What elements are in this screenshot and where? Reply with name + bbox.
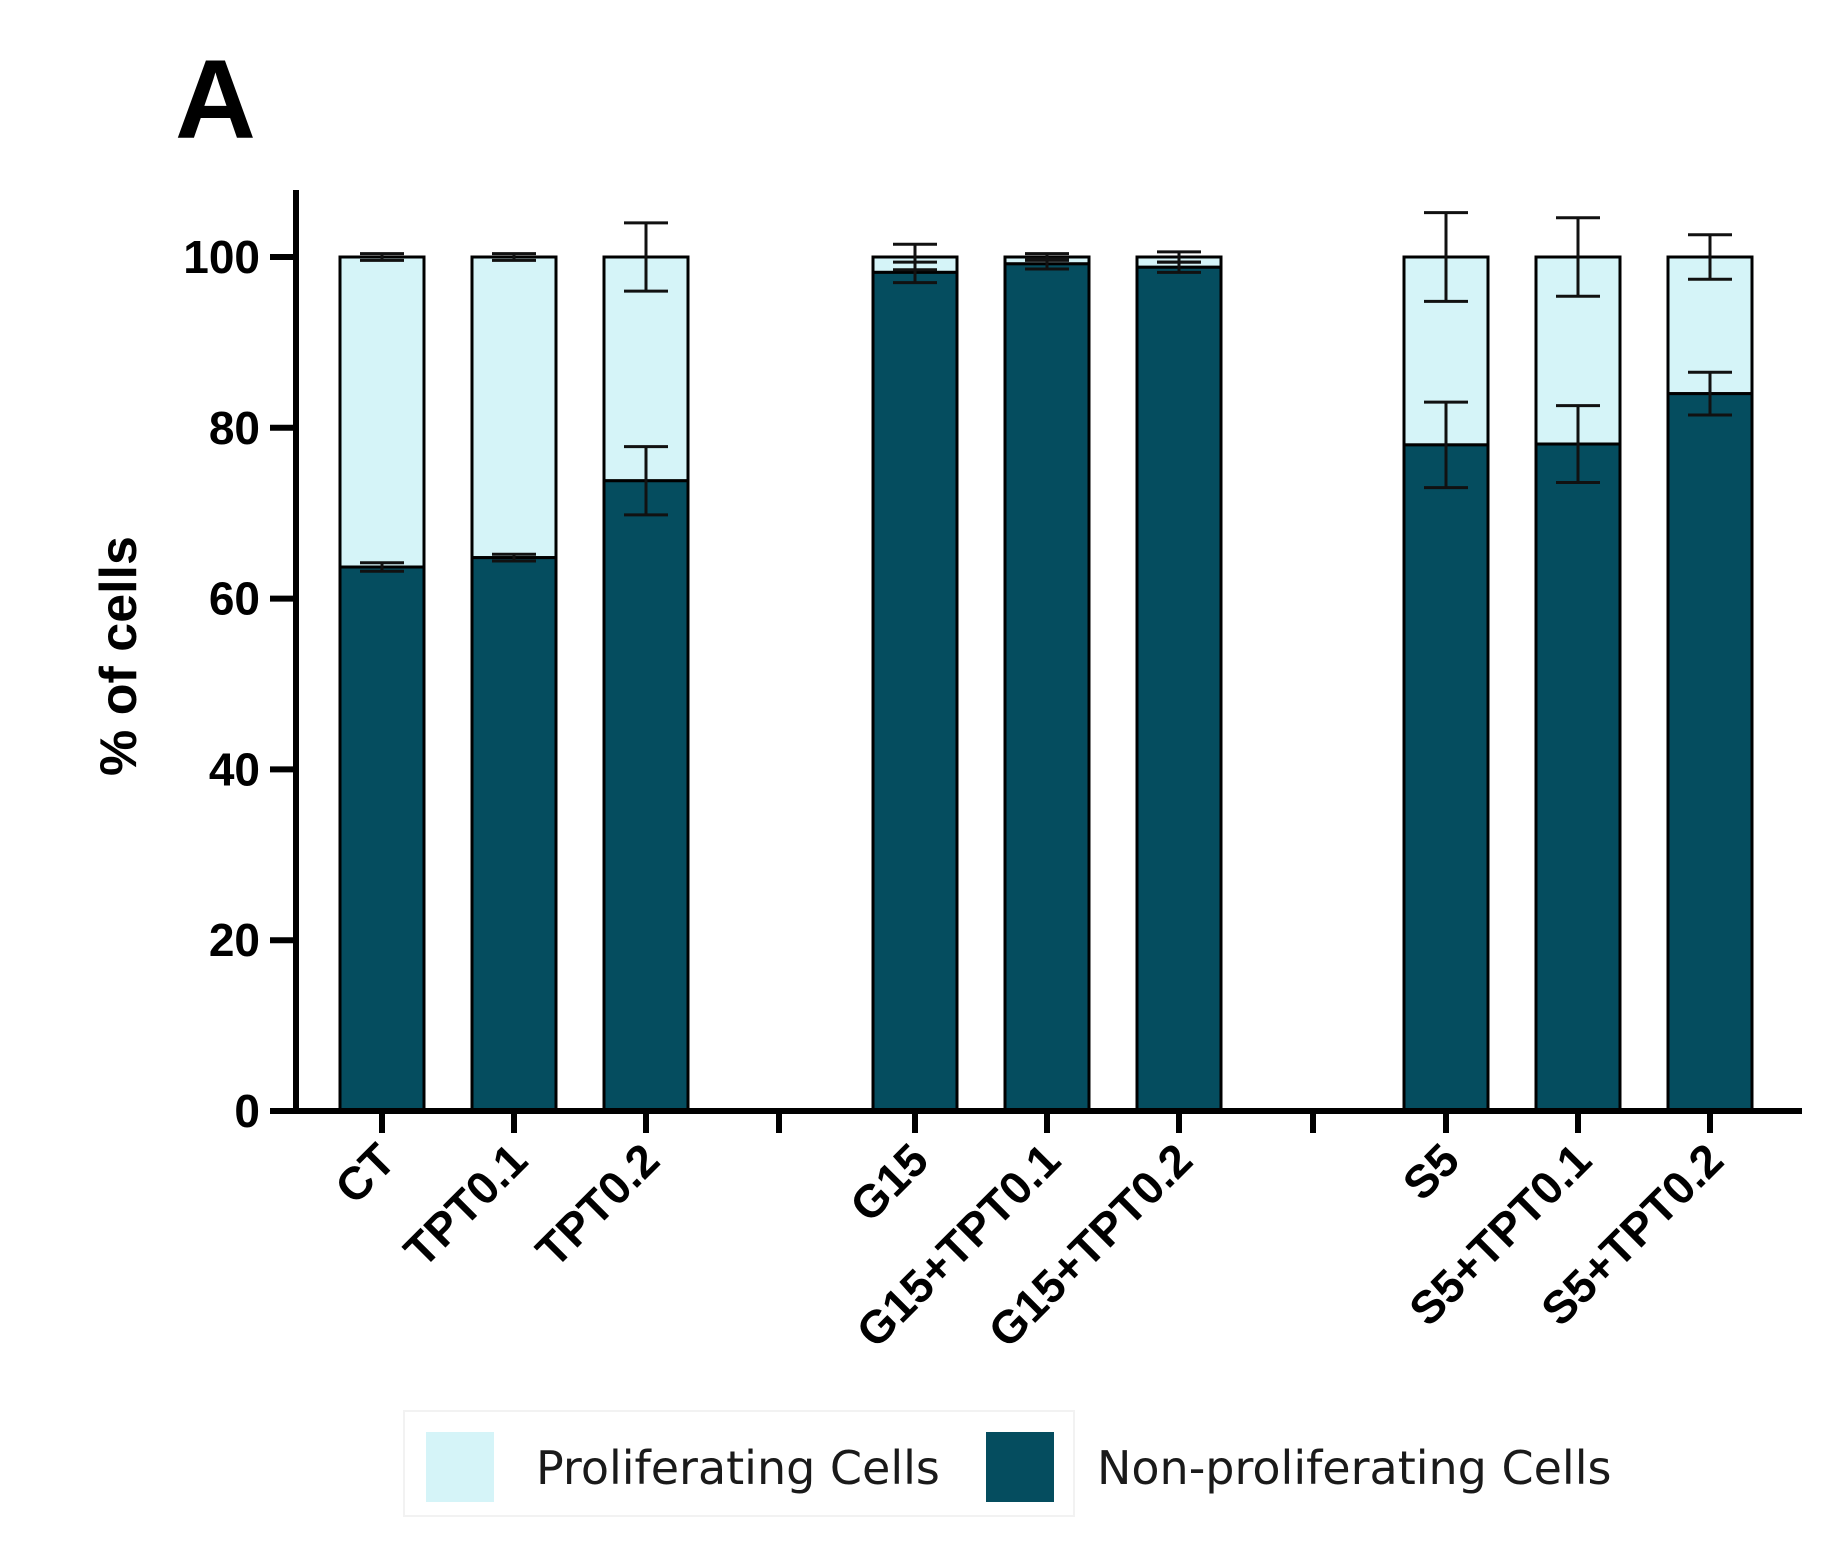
error-bar-proliferating-G15+TPT0.1: [1025, 252, 1069, 262]
legend: Proliferating Cells Non-proliferating Cel…: [403, 1410, 1611, 1517]
error-bar-proliferating-S5: [1424, 211, 1468, 303]
bar-nonproliferating-TPT0.1: [470, 556, 558, 1113]
category-label-TPT0.2: TPT0.2: [526, 1133, 669, 1276]
error-bar-nonproliferating-TPT0.2: [624, 445, 668, 517]
bar-nonproliferating-G15+TPT0.1: [1003, 262, 1091, 1113]
error-bar-proliferating-TPT0.2: [624, 221, 668, 293]
error-bar-nonproliferating-S5+TPT0.1: [1556, 404, 1600, 484]
error-bar-proliferating-S5+TPT0.2: [1688, 233, 1732, 281]
category-label-TPT0.1: TPT0.1: [394, 1133, 537, 1276]
bar-nonproliferating-S5+TPT0.1: [1534, 442, 1622, 1113]
bar-nonproliferating-S5+TPT0.2: [1666, 392, 1754, 1113]
error-bar-nonproliferating-TPT0.1: [492, 552, 536, 563]
bar-proliferating-TPT0.2: [602, 255, 690, 483]
legend-swatch-proliferating-cells: [426, 1432, 494, 1502]
panel-label: A: [175, 37, 256, 162]
error-bar-nonproliferating-S5: [1424, 400, 1468, 490]
legend-box: [403, 1410, 1075, 1517]
y-tick-label: 20: [209, 914, 260, 966]
error-bar-nonproliferating-CT: [360, 561, 404, 573]
bar-proliferating-TPT0.1: [470, 255, 558, 560]
error-bar-proliferating-G15+TPT0.2: [1157, 250, 1201, 264]
bars-layer: [338, 255, 1754, 1113]
y-tick-label: 100: [183, 231, 260, 283]
bar-nonproliferating-CT: [338, 565, 426, 1113]
y-tick-label: 40: [209, 743, 260, 795]
error-bar-nonproliferating-S5+TPT0.2: [1688, 370, 1732, 417]
bar-nonproliferating-TPT0.2: [602, 479, 690, 1113]
legend-label-non-proliferating-cells: Non-proliferating Cells: [1097, 1441, 1611, 1495]
category-label-G15: G15: [840, 1133, 938, 1231]
error-bar-proliferating-S5+TPT0.1: [1556, 216, 1600, 298]
y-tick-label: 60: [209, 573, 260, 625]
error-bar-proliferating-CT: [360, 252, 404, 262]
category-label-S5: S5: [1393, 1133, 1470, 1210]
y-tick-label: 0: [234, 1085, 260, 1137]
bar-nonproliferating-G15: [871, 270, 959, 1113]
y-tick-label: 80: [209, 402, 260, 454]
legend-swatch-non-proliferating-cells: [986, 1432, 1054, 1502]
bar-nonproliferating-G15+TPT0.2: [1135, 265, 1223, 1113]
bar-nonproliferating-S5: [1402, 443, 1490, 1113]
legend-label-proliferating-cells: Proliferating Cells: [536, 1441, 940, 1495]
bar-proliferating-CT: [338, 255, 426, 569]
error-bar-proliferating-G15: [893, 242, 937, 272]
category-label-CT: CT: [325, 1133, 405, 1213]
y-axis-title: % of cells: [90, 536, 148, 776]
error-bars-layer: [360, 211, 1732, 573]
error-bar-proliferating-TPT0.1: [492, 252, 536, 262]
